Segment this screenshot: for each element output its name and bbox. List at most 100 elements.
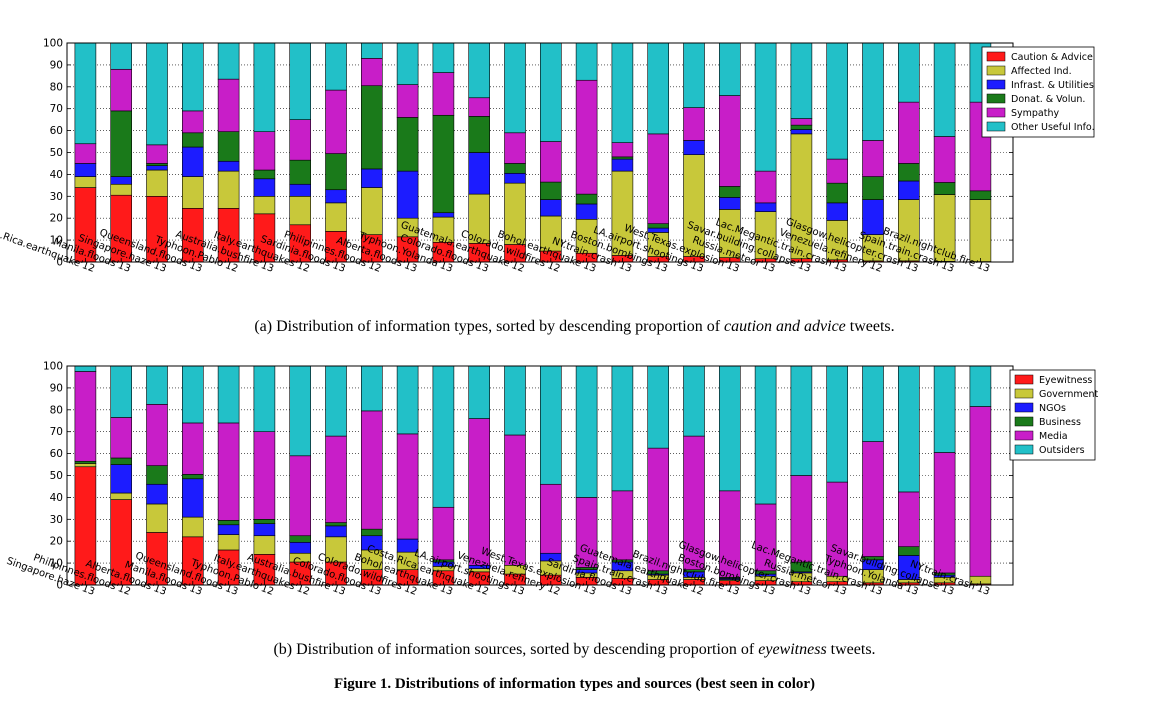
bar-segment-media — [897, 491, 920, 547]
bar-segment-media — [146, 404, 168, 466]
bar-segment-sympathy — [611, 142, 634, 158]
bar-segment-other-useful-info- — [539, 42, 562, 142]
bar-segment-sympathy — [146, 144, 168, 164]
bar-segment-affected-ind- — [182, 176, 204, 209]
bar-segment-other-useful-info- — [182, 42, 204, 112]
bar-segment-affected-ind- — [969, 199, 992, 262]
legend-swatch — [986, 121, 1006, 132]
y-tick-label: 20 — [50, 536, 63, 548]
bar-segment-infrast-utilities — [325, 189, 347, 204]
legend-label: Media — [1039, 431, 1068, 442]
bar-segment-ngos — [217, 524, 240, 535]
bar-segment-outsiders — [360, 365, 383, 412]
bar-segment-business — [182, 474, 204, 480]
bar-segment-business — [289, 535, 312, 543]
bar-segment-other-useful-info- — [611, 42, 634, 143]
bar-segment-media — [182, 422, 204, 475]
bar-segment-other-useful-info- — [217, 42, 240, 80]
bar-segment-sympathy — [325, 89, 347, 154]
bar-segment-affected-ind- — [253, 196, 276, 215]
bar-segment-infrast-utilities — [468, 152, 491, 195]
legend-label: Donat. & Volun. — [1011, 94, 1085, 105]
bar-segment-sympathy — [396, 84, 419, 118]
bar-segment-outsiders — [897, 365, 920, 493]
bar-segment-other-useful-info- — [74, 42, 97, 145]
chart-information-sources: 0102030405060708090100Singapore.haze'13P… — [5, 361, 1099, 598]
bar-segment-media — [969, 406, 992, 577]
bar-segment-media — [432, 506, 455, 561]
bar-segment-outsiders — [289, 365, 312, 457]
bar-segment-outsiders — [754, 365, 777, 505]
bar-segment-sympathy — [74, 143, 97, 164]
bar-segment-donat-volun- — [718, 186, 741, 198]
bar-segment-outsiders — [253, 365, 276, 432]
bar-segment-donat-volun- — [611, 156, 634, 160]
y-tick-label: 100 — [43, 361, 63, 373]
y-tick-label: 80 — [50, 81, 63, 93]
y-tick-label: 10 — [50, 235, 63, 247]
bar-segment-donat-volun- — [933, 182, 956, 195]
bar-segment-media — [611, 490, 634, 561]
bar-segment-outsiders — [432, 365, 455, 508]
caption-b-prefix: (b) Distribution of information sources,… — [273, 641, 759, 658]
bar-segment-media — [468, 418, 491, 566]
bar-segment-ngos — [289, 541, 312, 554]
bar-segment-media — [289, 455, 312, 537]
bar-segment-business — [253, 518, 276, 524]
bar-segment-infrast-utilities — [539, 199, 562, 217]
bar-segment-business — [217, 520, 240, 526]
y-tick-label: 10 — [50, 558, 63, 570]
y-tick-label: 60 — [50, 448, 63, 460]
bar-segment-sympathy — [754, 170, 777, 204]
bar-segment-media — [325, 435, 347, 523]
bar-segment-affected-ind- — [110, 183, 132, 196]
bar-segment-other-useful-info- — [683, 42, 705, 108]
bar-segment-media — [862, 441, 884, 557]
bar-segment-donat-volun- — [539, 181, 562, 200]
bar-segment-infrast-utilities — [110, 176, 132, 185]
bar-segment-media — [790, 475, 813, 563]
bar-segment-other-useful-info- — [396, 42, 419, 85]
bar-segment-business — [360, 528, 383, 537]
legend-swatch — [986, 79, 1006, 90]
legend-swatch — [1014, 430, 1034, 441]
legend-swatch — [986, 51, 1006, 62]
bar-segment-donat-volun- — [325, 153, 347, 191]
bar-segment-other-useful-info- — [826, 42, 849, 160]
bar-segment-ngos — [325, 525, 347, 538]
bar-segment-other-useful-info- — [325, 42, 347, 91]
bar-segment-sympathy — [468, 97, 491, 117]
axes-frame — [66, 42, 1014, 263]
bar-segment-affected-ind- — [217, 170, 240, 209]
bar-segment-outsiders — [790, 365, 813, 476]
legend: Eyewitness Government NGOs Business Media Out… — [1009, 369, 1099, 461]
bar-segment-infrast-utilities — [360, 168, 383, 188]
bar-segment-other-useful-info- — [146, 42, 168, 146]
bar-segment-outsiders — [862, 365, 884, 442]
bar-segment-outsiders — [933, 365, 956, 453]
bar-segment-other-useful-info- — [468, 42, 491, 99]
bar-segment-infrast-utilities — [718, 197, 741, 210]
bar-segment-business — [74, 460, 97, 464]
legend-swatch — [1014, 402, 1034, 413]
bar-segment-donat-volun- — [897, 163, 920, 182]
bar-segment-infrast-utilities — [504, 173, 526, 184]
caption-a-suffix: tweets. — [845, 318, 895, 335]
bar-segment-business — [897, 546, 920, 556]
bar-segment-other-useful-info- — [360, 42, 383, 59]
bar-segment-government — [182, 516, 204, 538]
bar-segment-sympathy — [897, 101, 920, 164]
bar-segment-donat-volun- — [217, 131, 240, 162]
bar-segment-other-useful-info- — [253, 42, 276, 132]
legend-swatch — [1014, 416, 1034, 427]
bar-segment-sympathy — [647, 133, 670, 224]
y-tick-label: 50 — [50, 147, 63, 159]
bar-segment-outsiders — [575, 365, 598, 498]
bar-segment-infrast-utilities — [897, 180, 920, 200]
bar-segment-outsiders — [611, 365, 634, 492]
bar-segment-business — [146, 465, 168, 485]
y-tick-label: 70 — [50, 103, 63, 115]
legend-label: Sympathy — [1011, 108, 1060, 119]
bar-segment-media — [647, 447, 670, 572]
